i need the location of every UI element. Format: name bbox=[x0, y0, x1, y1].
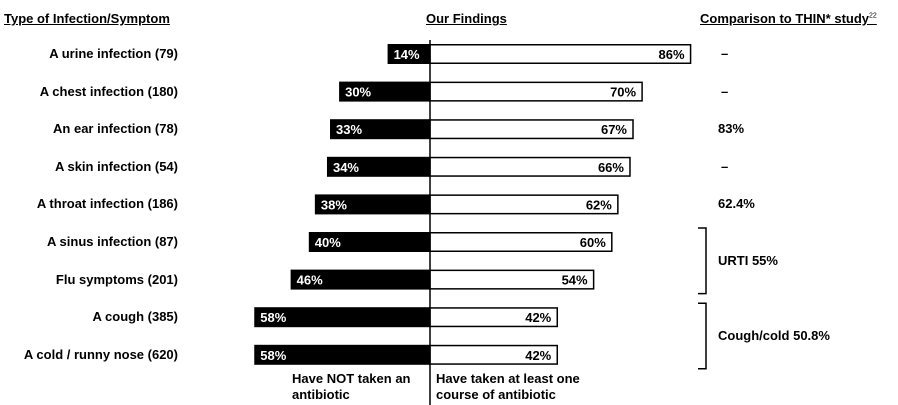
header-infection-type: Type of Infection/Symptom bbox=[4, 11, 170, 26]
value-label-taken: 66% bbox=[598, 160, 624, 175]
category-label: An ear infection (78) bbox=[53, 121, 178, 137]
value-label-not-taken: 34% bbox=[333, 160, 359, 175]
value-label-taken: 42% bbox=[525, 310, 551, 325]
value-label-taken: 42% bbox=[525, 348, 551, 363]
legend-not-taken-line2: antibiotic bbox=[292, 387, 350, 402]
value-label-not-taken: 58% bbox=[260, 348, 286, 363]
bar-not-taken bbox=[290, 269, 430, 290]
header-thin-comparison-text: Comparison to THIN* study bbox=[700, 11, 870, 26]
category-label: A chest infection (180) bbox=[39, 83, 178, 99]
legend-taken: Have taken at least one course of antibi… bbox=[436, 371, 580, 403]
value-label-not-taken: 30% bbox=[345, 85, 371, 100]
legend-taken-line2: course of antibiotic bbox=[436, 387, 556, 402]
value-label-not-taken: 14% bbox=[394, 47, 420, 62]
header-reference-superscript: 22 bbox=[869, 12, 877, 20]
comparison-value: 83% bbox=[718, 121, 745, 137]
comparison-value: – bbox=[721, 83, 729, 99]
header-our-findings: Our Findings bbox=[426, 11, 507, 26]
comparison-value: 62.4% bbox=[718, 196, 755, 212]
bar-taken bbox=[429, 44, 692, 64]
group-bracket bbox=[698, 227, 707, 295]
bar-not-taken bbox=[308, 232, 430, 252]
group-bracket bbox=[698, 302, 707, 370]
category-label: Flu symptoms (201) bbox=[55, 271, 178, 287]
value-label-taken: 86% bbox=[659, 47, 685, 62]
comparison-group-label: Cough/cold 50.8% bbox=[718, 328, 830, 343]
legend-not-taken-line1: Have NOT taken an bbox=[292, 371, 411, 386]
value-label-taken: 67% bbox=[601, 122, 627, 137]
comparison-group-label: URTI 55% bbox=[718, 252, 778, 268]
comparison-value: – bbox=[721, 158, 729, 174]
header-thin-comparison: Comparison to THIN* study22 bbox=[700, 11, 877, 26]
value-label-not-taken: 38% bbox=[321, 197, 347, 212]
value-label-taken: 60% bbox=[580, 235, 606, 250]
value-label-not-taken: 33% bbox=[336, 122, 362, 137]
bar-not-taken bbox=[254, 344, 430, 365]
comparison-value: – bbox=[721, 46, 729, 61]
value-label-taken: 70% bbox=[610, 85, 636, 100]
bar-not-taken bbox=[339, 81, 430, 102]
category-label: A skin infection (54) bbox=[54, 158, 178, 174]
value-label-taken: 54% bbox=[562, 273, 588, 288]
bar-not-taken bbox=[326, 156, 430, 177]
legend-taken-line1: Have taken at least one bbox=[436, 371, 580, 386]
category-label: A sinus infection (87) bbox=[47, 234, 178, 249]
value-label-not-taken: 58% bbox=[260, 310, 286, 325]
bar-not-taken bbox=[314, 194, 430, 215]
bar-not-taken bbox=[330, 119, 430, 140]
category-label: A cold / runny nose (620) bbox=[23, 346, 178, 362]
category-label: A cough (385) bbox=[92, 309, 178, 325]
category-label: A urine infection (79) bbox=[49, 46, 178, 61]
value-label-not-taken: 40% bbox=[315, 235, 341, 250]
bar-not-taken bbox=[254, 307, 430, 328]
value-label-taken: 62% bbox=[586, 197, 612, 212]
legend-not-taken: Have NOT taken an antibiotic bbox=[292, 371, 411, 403]
category-label: A throat infection (186) bbox=[36, 196, 178, 212]
bar-not-taken bbox=[387, 44, 430, 64]
value-label-not-taken: 46% bbox=[297, 273, 323, 288]
